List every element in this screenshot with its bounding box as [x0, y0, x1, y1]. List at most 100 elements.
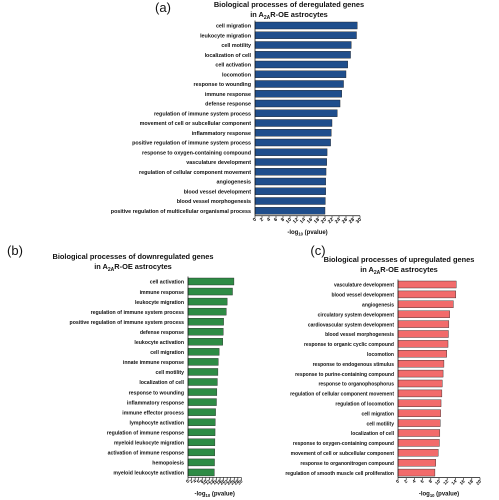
x-tick-label: 10 [434, 478, 441, 485]
bar-9 [187, 358, 219, 366]
panel-c: (c)Biological processes of upregulated g… [285, 243, 482, 498]
chart-title-line: Biological processes of upregulated gene… [324, 255, 475, 264]
bar-10 [187, 368, 219, 376]
bar-17 [397, 439, 440, 447]
category-label: regulation of smooth muscle cell prolife… [285, 471, 394, 477]
x-tick-label: 18 [313, 217, 321, 225]
bar-4 [397, 310, 450, 318]
x-tick-label: 24 [226, 478, 233, 485]
category-label: positive regulation of immune system pro… [70, 320, 185, 326]
x-tick-label: 6 [273, 217, 279, 223]
bar-9 [254, 99, 341, 108]
bar-14 [397, 409, 441, 417]
x-tick-label: 4 [266, 217, 272, 223]
x-tick-label: 20 [219, 478, 226, 485]
category-label: inflammatory response [127, 400, 184, 406]
bar-8 [254, 90, 343, 98]
category-label: cell activation [215, 63, 251, 69]
category-label: cell migration [216, 24, 251, 30]
bar-7 [187, 338, 223, 346]
bar-6 [397, 330, 449, 338]
category-label: regulation of immune system process [91, 310, 185, 316]
chart-title-line: Biological processes of deregulated gene… [214, 0, 364, 9]
category-label: cell migration [361, 411, 394, 417]
bar-10 [254, 109, 338, 117]
category-label: myeloid leukocyte migration [114, 441, 184, 447]
panel-label: (a) [155, 0, 171, 15]
category-label: defense response [140, 330, 184, 336]
x-tick-label: 16 [459, 478, 466, 485]
category-label: lymphocyte activation [130, 420, 184, 426]
bar-5 [187, 318, 224, 326]
category-label: locomotion [367, 352, 394, 358]
category-label: response to wounding [194, 82, 252, 88]
chart-title-line: in A2AR-OE astrocytes [250, 10, 328, 21]
category-label: leukocyte migration [135, 300, 184, 306]
category-label: localization of cell [205, 53, 252, 59]
x-tick-label: 30 [355, 217, 363, 225]
x-tick-label: 18 [215, 478, 222, 485]
x-tick-label: 2 [188, 478, 194, 484]
bar-7 [254, 80, 344, 88]
x-tick-label: 14 [208, 478, 215, 485]
category-label: regulation of cellular component movemen… [290, 392, 394, 398]
bar-12 [254, 129, 332, 137]
bar-3 [187, 297, 228, 306]
bar-9 [397, 360, 445, 368]
x-tick-label: 30 [236, 478, 243, 485]
bar-13 [187, 398, 217, 406]
x-tick-label: 10 [285, 217, 293, 225]
category-label: myeloid leukocyte activation [113, 471, 184, 477]
category-label: cell motility [221, 43, 251, 49]
category-label: inflammatory response [192, 131, 251, 137]
category-label: vasculature development [334, 283, 394, 289]
x-tick-label: 0 [252, 217, 258, 223]
x-tick-label: 2 [259, 217, 265, 223]
bar-6 [254, 70, 347, 78]
bar-4 [254, 51, 351, 59]
x-tick-label: 12 [204, 478, 211, 485]
bar-1 [187, 277, 235, 286]
category-label: blood vessel morphogenesis [325, 332, 394, 338]
x-tick-label: 16 [212, 478, 219, 485]
category-label: movement of cell or subcellular componen… [291, 451, 395, 457]
bar-15 [187, 418, 216, 426]
bar-2 [397, 290, 457, 299]
category-label: response to oxygen-containing compound [293, 441, 394, 447]
chart-title-line: in A2AR-OE astrocytes [94, 262, 172, 273]
category-label: immune response [205, 92, 251, 98]
bar-13 [254, 138, 331, 147]
category-label: immune response [140, 290, 185, 296]
category-label: localization of cell [351, 431, 395, 437]
x-axis-label: -log10 (pvalue) [195, 491, 235, 498]
x-tick-label: 24 [334, 217, 342, 225]
category-label: leukocyte activation [134, 340, 184, 346]
panel-b: (b) Biological processes of downregulated… [7, 243, 244, 498]
x-tick-label: 16 [306, 217, 314, 225]
bar-18 [254, 187, 326, 195]
category-label: leukocyte migration [200, 33, 251, 39]
category-label: immune effector process [122, 410, 184, 416]
bar-3 [254, 41, 352, 49]
bar-20 [254, 207, 326, 215]
bar-16 [187, 428, 216, 436]
x-tick-label: 4 [411, 478, 417, 484]
bar-11 [187, 378, 218, 386]
category-label: angiogenesis [362, 303, 394, 309]
bar-19 [187, 458, 215, 467]
x-tick-label: 26 [229, 478, 236, 485]
bar-15 [397, 419, 441, 427]
x-tick-label: 20 [320, 217, 328, 225]
category-label: response to organonitrogen compound [300, 461, 394, 467]
panel-a: (a) Biological processes of deregulated g… [111, 0, 364, 236]
bar-5 [397, 320, 450, 328]
bar-18 [187, 448, 215, 457]
bar-8 [187, 348, 220, 356]
bar-4 [187, 307, 227, 316]
bar-10 [397, 369, 444, 378]
x-tick-label: 28 [348, 217, 356, 225]
bar-17 [187, 438, 216, 446]
bar-12 [397, 389, 443, 398]
category-label: regulation of immune response [107, 430, 184, 436]
